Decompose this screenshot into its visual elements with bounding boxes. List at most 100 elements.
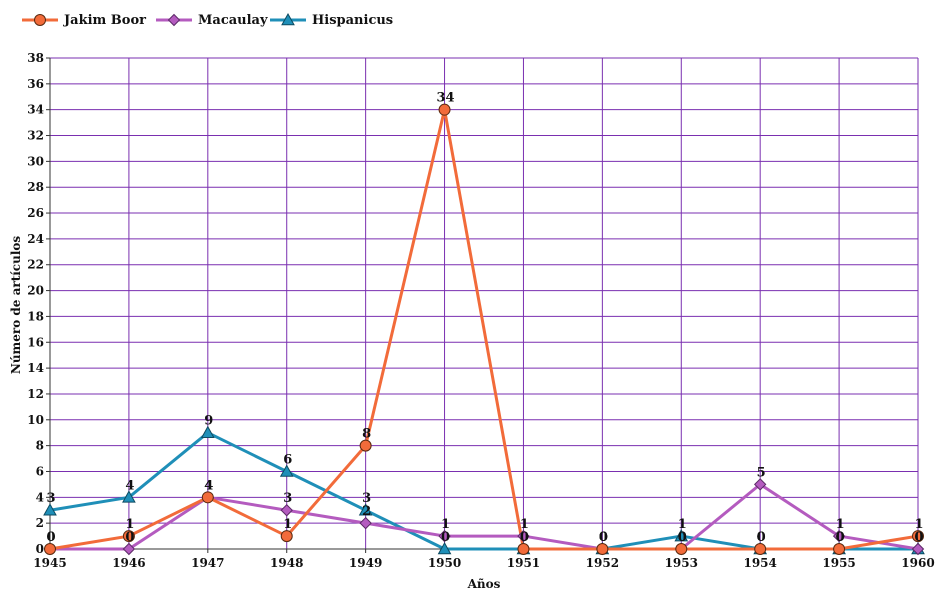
data-label: 0 xyxy=(678,530,687,545)
data-point xyxy=(359,439,372,452)
series-lines xyxy=(49,108,919,551)
x-tick-label: 1954 xyxy=(743,556,776,570)
y-tick-label: 38 xyxy=(27,51,44,65)
data-label: 4 xyxy=(204,478,213,493)
data-point xyxy=(44,543,56,555)
data-label: 4 xyxy=(204,478,213,493)
data-label: 3 xyxy=(362,491,371,506)
data-label: 0 xyxy=(520,530,529,545)
data-point xyxy=(675,543,688,555)
y-tick-label: 2 xyxy=(36,516,44,530)
x-tick-label: 1948 xyxy=(270,556,303,570)
data-point xyxy=(517,529,530,543)
y-tick-label: 8 xyxy=(36,439,44,453)
data-label: 0 xyxy=(678,530,687,545)
data-point xyxy=(674,529,689,542)
x-tick-label: 1952 xyxy=(586,556,619,570)
x-axis-label: Años xyxy=(467,577,501,591)
y-tick-label: 0 xyxy=(36,542,44,556)
y-tick-label: 10 xyxy=(27,413,44,427)
data-label: 0 xyxy=(757,530,766,545)
y-tick-label: 28 xyxy=(27,180,44,194)
series-markers xyxy=(43,103,925,556)
data-point xyxy=(438,529,451,543)
y-tick-label: 36 xyxy=(27,77,44,91)
grid xyxy=(49,57,919,550)
data-label: 8 xyxy=(362,427,371,442)
y-tick-label: 4 xyxy=(36,490,44,504)
data-label: 0 xyxy=(914,530,923,545)
data-point xyxy=(43,503,57,516)
legend-label: Hispanicus xyxy=(312,13,393,28)
data-point xyxy=(437,541,452,555)
data-point xyxy=(517,543,530,555)
y-tick-label: 24 xyxy=(27,232,44,246)
legend-marker xyxy=(167,13,181,27)
data-label: 1 xyxy=(125,517,134,532)
legend-marker xyxy=(34,14,46,26)
y-axis-label: Número de artículos xyxy=(9,236,23,375)
data-point xyxy=(122,542,136,556)
data-label: 9 xyxy=(204,414,213,429)
data-point xyxy=(122,530,135,543)
data-label: 4 xyxy=(125,478,134,493)
y-tick-label: 12 xyxy=(27,387,44,401)
data-point xyxy=(200,425,215,439)
y-tick-label: 20 xyxy=(27,284,44,298)
y-tick-label: 18 xyxy=(27,309,44,323)
legend-label: Jakim Boor xyxy=(63,13,146,28)
data-label: 1 xyxy=(678,517,687,532)
x-tick-label: 1955 xyxy=(822,556,855,570)
data-label: 0 xyxy=(520,530,529,545)
data-label: 5 xyxy=(757,465,766,480)
data-point xyxy=(358,503,373,516)
y-tick-label: 34 xyxy=(27,103,44,117)
data-label: 1 xyxy=(520,517,529,532)
y-tick-label: 30 xyxy=(27,154,44,168)
data-label: 0 xyxy=(599,530,608,545)
data-label: 0 xyxy=(757,530,766,545)
data-label: 0 xyxy=(46,530,55,545)
y-tick-label: 22 xyxy=(27,258,44,272)
data-label: 0 xyxy=(836,530,845,545)
data-point xyxy=(832,529,846,543)
data-label: 1 xyxy=(914,517,923,532)
data-point xyxy=(438,103,451,116)
data-label: 3 xyxy=(283,491,292,506)
x-tick-label: 1953 xyxy=(665,556,698,570)
legend-marker xyxy=(281,12,295,26)
data-point xyxy=(280,504,293,517)
y-tick-label: 32 xyxy=(27,129,44,143)
x-tick-label: 1960 xyxy=(901,556,934,570)
y-tick-label: 26 xyxy=(27,206,44,220)
x-axis-ticks: 1945 1946 1947 1948 1949 1950 1951 1952 1953 1954… xyxy=(33,549,935,570)
data-point xyxy=(833,543,846,555)
data-point xyxy=(912,530,924,543)
legend: Jakim Boor Macaulay Hispanicus xyxy=(22,12,393,28)
data-point xyxy=(754,543,767,555)
y-tick-label: 14 xyxy=(27,361,44,375)
data-label: 6 xyxy=(283,452,292,467)
data-label: 1 xyxy=(283,517,292,532)
data-label: 0 xyxy=(599,530,608,545)
data-point xyxy=(359,516,372,530)
series-line-hispanicus xyxy=(49,431,918,551)
data-label: 3 xyxy=(46,491,55,506)
data-label: 0 xyxy=(914,530,923,545)
x-tick-label: 1950 xyxy=(428,556,461,570)
y-tick-label: 16 xyxy=(27,335,44,349)
data-point xyxy=(911,542,925,556)
x-tick-label: 1945 xyxy=(33,556,66,570)
legend-label: Macaulay xyxy=(198,13,268,28)
data-label: 0 xyxy=(125,530,134,545)
x-tick-label: 1951 xyxy=(507,556,540,570)
data-label: 0 xyxy=(836,530,845,545)
series-line-jakim-boor xyxy=(49,108,919,551)
data-label: 0 xyxy=(46,530,55,545)
data-point xyxy=(596,543,609,555)
data-point xyxy=(280,530,293,543)
x-tick-label: 1947 xyxy=(191,556,224,570)
